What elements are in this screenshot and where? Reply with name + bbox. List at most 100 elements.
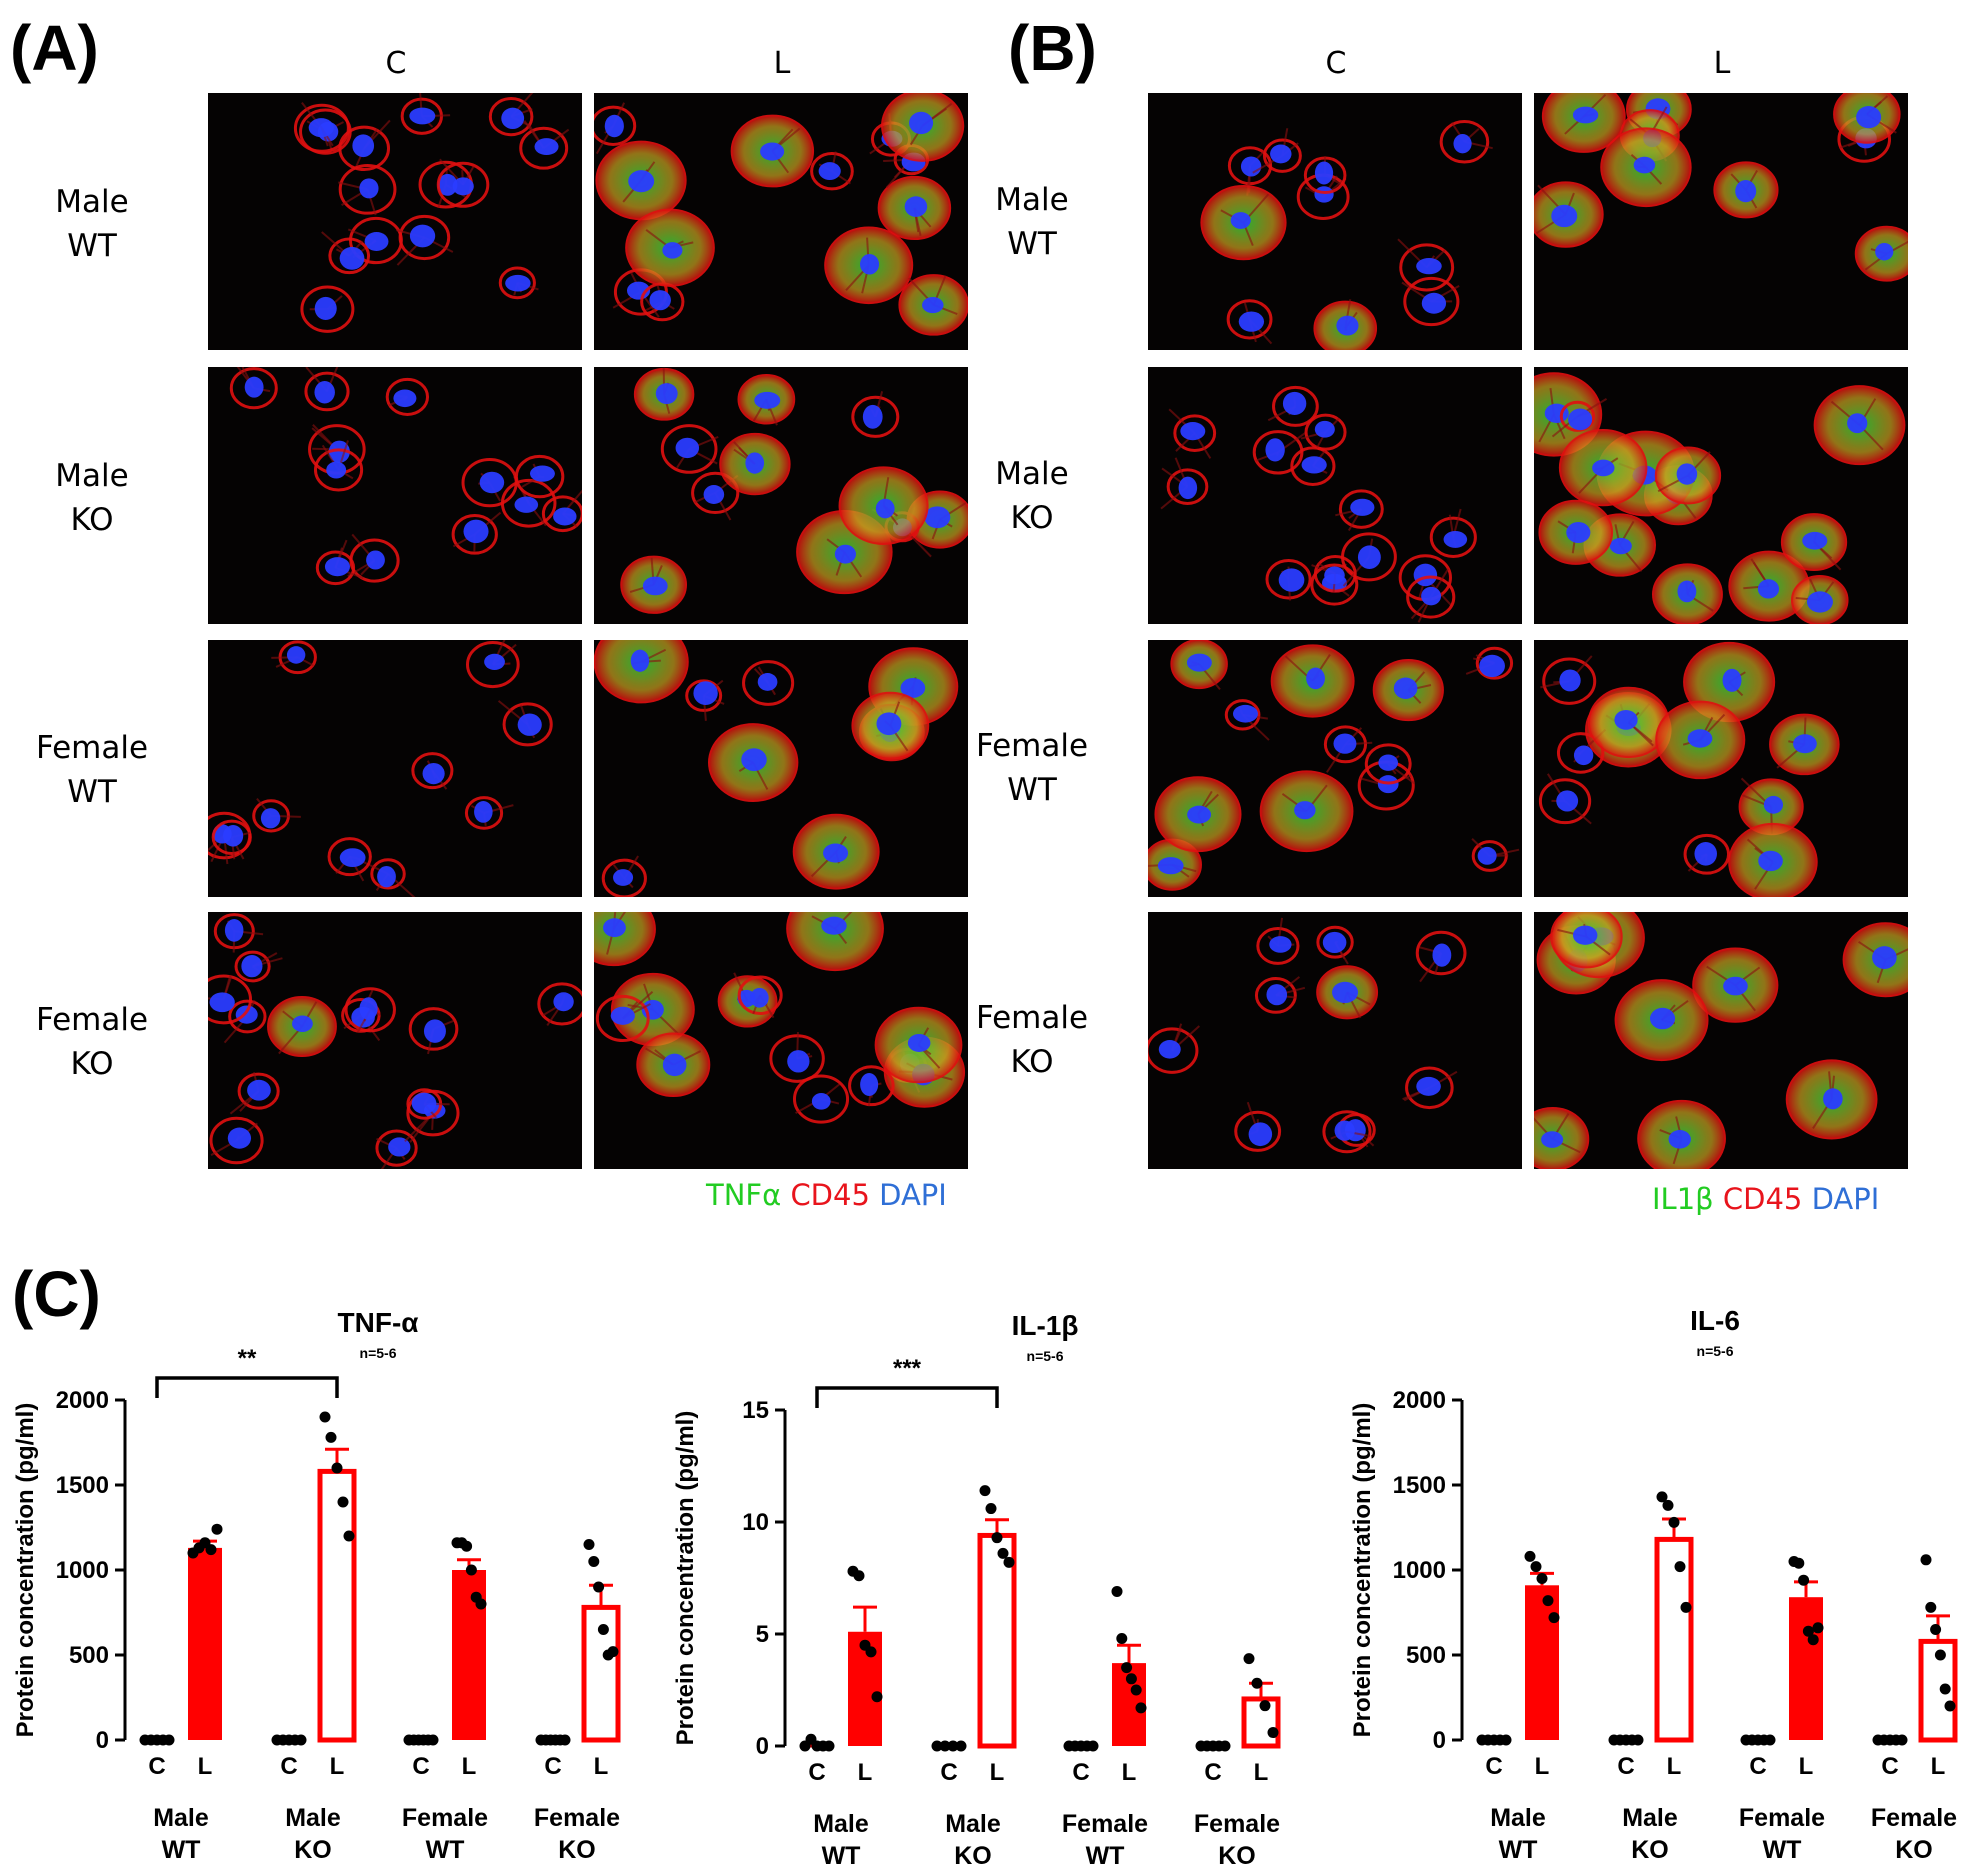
x-tick-label: C: [1485, 1753, 1502, 1780]
group-label: KO: [558, 1836, 596, 1864]
group-label: WT: [1499, 1836, 1538, 1864]
panel-a-micrograph-male-wt-l: [594, 93, 968, 350]
panel-b-row-label-line1: Female: [975, 1000, 1089, 1036]
data-point: [985, 1503, 997, 1515]
data-point: [1500, 1734, 1512, 1746]
chart-1: IL-1β n=5-6 0 5 10 15 Protein concentration (p…: [672, 1310, 1281, 1870]
y-axis-label: Protein concentration (pg/ml): [12, 1403, 39, 1738]
panel-b-micrograph-male-wt-l: [1534, 93, 1908, 350]
data-point: [588, 1556, 600, 1567]
panel-b-row-label-line2: KO: [1010, 1044, 1054, 1080]
data-point: [1121, 1662, 1133, 1674]
panel-b-row-label-male-wt: Male WT: [957, 178, 1107, 266]
group-label: WT: [1086, 1842, 1125, 1870]
bar: [188, 1547, 222, 1740]
data-point: [1812, 1622, 1824, 1634]
panel-a-column-label-l: L: [773, 46, 791, 81]
data-point: [295, 1734, 307, 1746]
y-tick-label: 0: [96, 1727, 109, 1754]
data-point: [853, 1570, 865, 1582]
data-point: [1542, 1595, 1554, 1607]
x-tick-label: C: [808, 1759, 825, 1786]
x-tick-label: L: [1535, 1753, 1550, 1780]
data-point: [1802, 1625, 1814, 1637]
x-tick-label: C: [1749, 1753, 1766, 1780]
panel-a-row-label-line2: WT: [67, 228, 117, 264]
data-point: [979, 1485, 991, 1497]
data-point: [1251, 1677, 1263, 1689]
group-label: Male: [153, 1804, 209, 1832]
panel-c-letter: (C): [12, 1258, 101, 1330]
y-tick-label: 500: [1406, 1642, 1446, 1669]
panel-b-legend-dapi: DAPI: [1811, 1182, 1880, 1216]
x-tick-label: C: [148, 1753, 165, 1780]
data-point: [991, 1532, 1003, 1544]
panel-b-column-label-c: C: [1325, 46, 1347, 81]
panel-b-micrograph-female-ko-c: [1148, 912, 1522, 1169]
panel-a-legend-cd45: CD45: [790, 1178, 870, 1212]
x-tick-label: C: [1204, 1759, 1221, 1786]
panel-b-stain-legend: IL1β CD45 DAPI: [1652, 1182, 1879, 1216]
panel-a-row-label-male-wt: Male WT: [17, 180, 167, 268]
data-point: [593, 1581, 605, 1593]
panel-b-micrograph-male-ko-l: [1534, 367, 1908, 624]
panel-a-row-label-line1: Male: [55, 458, 129, 494]
data-point: [1116, 1632, 1128, 1644]
bar: [581, 1604, 621, 1743]
data-point: [1934, 1649, 1946, 1661]
x-tick-label: L: [990, 1759, 1005, 1786]
panel-b-row-label-line1: Male: [995, 182, 1069, 218]
data-point: [607, 1646, 619, 1658]
y-tick-label: 0: [756, 1733, 769, 1760]
group-label: WT: [1763, 1836, 1802, 1864]
data-point: [331, 1462, 343, 1474]
significance-label: ***: [893, 1355, 922, 1382]
data-point: [1674, 1561, 1686, 1573]
panel-b-legend-cytokine: IL1β: [1652, 1182, 1714, 1216]
panel-a-column-label-c: C: [385, 46, 407, 81]
panel-a-row-label-male-ko: Male KO: [17, 454, 167, 542]
data-point: [1925, 1601, 1937, 1613]
panel-a-micrograph-female-ko-l: [594, 912, 968, 1169]
group-label: Female: [534, 1804, 620, 1832]
panel-b-row-label-line1: Male: [995, 456, 1069, 492]
panel-a-row-label-line2: KO: [70, 502, 114, 538]
data-point: [1632, 1734, 1644, 1746]
data-point: [1662, 1499, 1674, 1511]
data-point: [475, 1598, 487, 1610]
group-label: WT: [822, 1842, 861, 1870]
y-tick-label: 1000: [1393, 1557, 1446, 1584]
data-point: [1530, 1561, 1542, 1573]
x-tick-label: L: [594, 1753, 609, 1780]
data-point: [1111, 1585, 1123, 1597]
y-axis-label: Protein concentration (pg/ml): [672, 1411, 699, 1746]
panel-b-row-label-line2: WT: [1007, 772, 1057, 808]
group-label: KO: [294, 1836, 332, 1864]
data-point: [583, 1539, 595, 1550]
panel-b-micrograph-female-ko-l: [1534, 912, 1908, 1169]
data-point: [1807, 1634, 1819, 1646]
group-label: Male: [285, 1804, 341, 1832]
bar: [317, 1468, 357, 1743]
group-label: Male: [813, 1810, 869, 1838]
data-point: [1930, 1624, 1942, 1635]
x-tick-label: L: [1799, 1753, 1814, 1780]
data-point: [1524, 1550, 1536, 1562]
data-point: [427, 1734, 439, 1746]
y-tick-label: 10: [742, 1509, 769, 1536]
data-point: [871, 1691, 883, 1703]
data-point: [931, 1740, 943, 1752]
y-tick-label: 2000: [1393, 1387, 1446, 1414]
panel-b-micrograph-female-wt-l: [1534, 640, 1908, 897]
y-tick-label: 15: [742, 1397, 769, 1424]
y-tick-label: 1000: [56, 1557, 109, 1584]
panel-b-row-label-line1: Female: [975, 728, 1089, 764]
data-point: [1536, 1573, 1548, 1584]
data-point: [1267, 1727, 1279, 1739]
panel-a-micrograph-male-ko-c: [208, 367, 582, 624]
y-axis-label: Protein concentration (pg/ml): [1349, 1403, 1376, 1738]
data-point: [597, 1624, 609, 1635]
x-tick-label: L: [330, 1753, 345, 1780]
group-label: Male: [945, 1810, 1001, 1838]
panel-b-column-label-l: L: [1713, 46, 1731, 81]
